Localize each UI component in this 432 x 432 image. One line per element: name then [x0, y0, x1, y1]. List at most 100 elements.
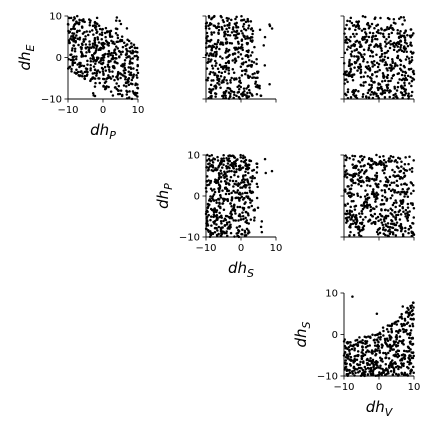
scatter-point [350, 63, 354, 66]
scatter-point [238, 213, 241, 216]
scatter-point [386, 209, 390, 212]
scatter-point [208, 203, 211, 207]
scatter-point [105, 77, 109, 80]
scatter-point [222, 20, 225, 24]
scatter-point [116, 34, 119, 37]
scatter-point [382, 329, 385, 333]
scatter-point [226, 199, 230, 203]
scatter-point [412, 216, 416, 219]
scatter-point [92, 60, 95, 63]
scatter-point [127, 66, 130, 69]
scatter-point [395, 337, 398, 341]
scatter-point [247, 24, 251, 27]
scatter-point [85, 30, 88, 33]
scatter-point [136, 71, 140, 75]
scatter-point [107, 74, 110, 77]
scatter-point [366, 176, 369, 180]
scatter-point [83, 70, 87, 74]
scatter-point [354, 339, 357, 342]
scatter-point [374, 200, 377, 203]
scatter-point [227, 61, 231, 65]
scatter-point [238, 225, 241, 228]
scatter-point [207, 199, 211, 202]
scatter-point [380, 189, 384, 192]
scatter-point [216, 155, 219, 159]
scatter-point [127, 83, 131, 87]
scatter-point [402, 171, 406, 175]
scatter-point [246, 74, 250, 77]
scatter-point [107, 55, 110, 58]
scatter-point [384, 160, 388, 164]
scatter-point [237, 42, 240, 45]
scatter-point [374, 182, 377, 186]
scatter-point [240, 62, 244, 65]
scatter-point [389, 207, 392, 211]
scatter-point [353, 43, 357, 47]
scatter-point [346, 212, 350, 215]
scatter-point [253, 219, 256, 222]
scatter-point [220, 71, 224, 75]
scatter-point [361, 228, 364, 232]
scatter-point [216, 81, 219, 85]
scatter-point [370, 177, 374, 181]
scatter-point [406, 34, 409, 37]
scatter-point [361, 37, 364, 41]
scatter-point [389, 361, 393, 364]
scatter-point [357, 182, 360, 186]
scatter-point [376, 86, 379, 90]
scatter-point [348, 348, 351, 352]
scatter-point [365, 179, 368, 182]
scatter-point [362, 57, 366, 61]
scatter-point [209, 181, 212, 184]
scatter-point [401, 23, 404, 26]
scatter-point [389, 338, 392, 341]
scatter-point [102, 73, 105, 77]
scatter-point [367, 157, 371, 161]
scatter-point [366, 373, 370, 376]
scatter-point [351, 78, 355, 82]
scatter-point [210, 159, 214, 162]
scatter-point [403, 19, 406, 22]
scatter-point [410, 34, 414, 37]
scatter-point [92, 56, 95, 60]
scatter-point [108, 32, 112, 36]
scatter-point [215, 201, 218, 204]
scatter-point [248, 186, 251, 189]
scatter-point [345, 93, 348, 97]
scatter-point [403, 36, 407, 39]
scatter-point [210, 154, 214, 157]
scatter-point [362, 180, 365, 184]
scatter-point [73, 27, 76, 31]
scatter-point [241, 94, 244, 98]
scatter-point [399, 45, 402, 49]
scatter-point [384, 180, 388, 183]
scatter-point [397, 373, 400, 376]
scatter-point [209, 195, 212, 198]
scatter-point [211, 189, 214, 192]
scatter-point [225, 223, 229, 226]
scatter-point [388, 183, 392, 187]
scatter-point [219, 196, 223, 199]
scatter-point [348, 20, 352, 23]
scatter-point [394, 216, 398, 219]
x-axis-label: dhP [90, 121, 116, 142]
scatter-point [110, 57, 114, 61]
scatter-point [394, 92, 397, 96]
scatter-point [217, 32, 220, 36]
scatter-point [381, 194, 384, 198]
scatter-point [386, 324, 390, 327]
scatter-point [397, 156, 400, 160]
scatter-point [379, 179, 382, 183]
scatter-point [100, 33, 104, 37]
scatter-point [409, 67, 413, 71]
scatter-point [131, 57, 135, 60]
scatter-point [207, 54, 211, 57]
scatter-point [210, 79, 213, 82]
scatter-point [402, 330, 405, 334]
scatter-point [207, 183, 211, 186]
scatter-point [237, 84, 241, 87]
scatter-point [123, 71, 127, 75]
scatter-point [375, 312, 379, 315]
scatter-point [220, 16, 223, 19]
scatter-point [80, 19, 83, 22]
